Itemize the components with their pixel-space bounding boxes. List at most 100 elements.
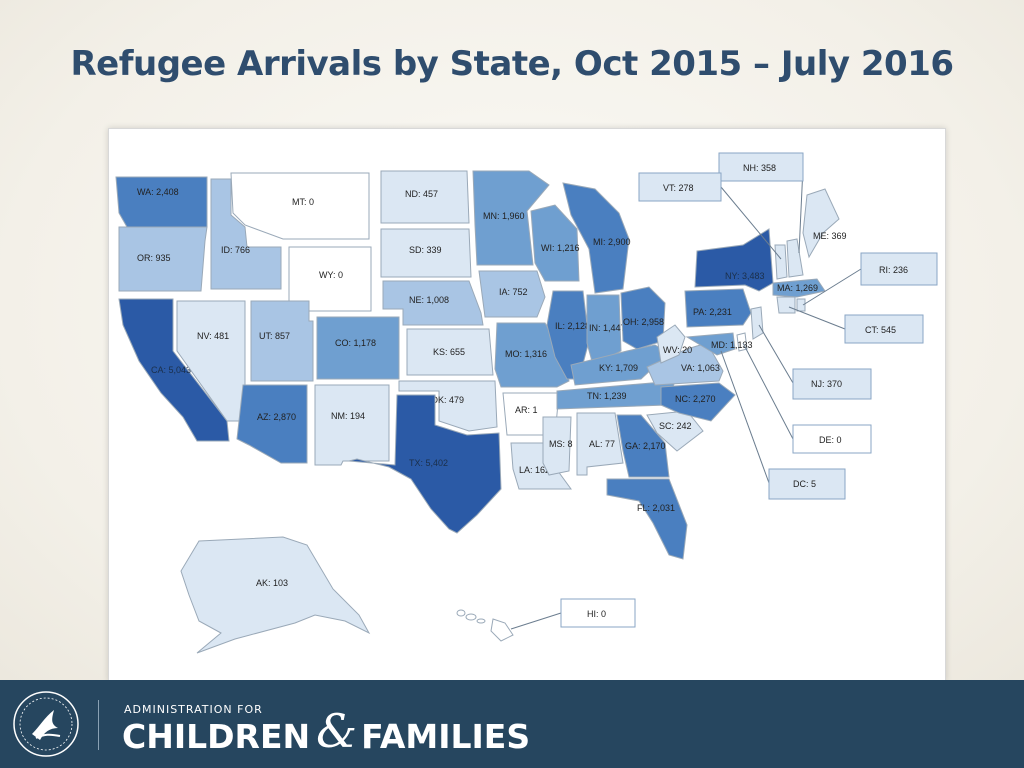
state-al: AL: 77 <box>576 412 624 476</box>
state-shape-nm <box>314 384 390 466</box>
agency-families-text: FAMILIES <box>361 716 531 756</box>
state-label-tn: TN: 1,239 <box>587 391 627 401</box>
state-shape-tx <box>348 394 502 534</box>
state-ak: AK: 103 <box>180 536 371 654</box>
state-label-mi: MI: 2,900 <box>593 237 631 247</box>
state-shape-id <box>210 178 282 290</box>
state-wv: WV: 20 <box>656 324 692 364</box>
callout-label-nj: NJ: 370 <box>811 379 842 389</box>
state-label-in: IN: 1,447 <box>589 323 626 333</box>
state-label-md: MD: 1,133 <box>711 340 753 350</box>
state-label-co: CO: 1,178 <box>335 338 376 348</box>
state-label-mn: MN: 1,960 <box>483 211 525 221</box>
state-shape-nd <box>380 170 470 224</box>
state-shape-co <box>316 316 400 380</box>
state-shape-ut <box>250 300 314 382</box>
state-shape-nh <box>786 238 804 278</box>
callout-ri: RI: 236 <box>802 252 938 306</box>
callout-leader-vt <box>720 186 782 260</box>
state-label-nd: ND: 457 <box>405 189 438 199</box>
callout-nj: NJ: 370 <box>758 324 872 400</box>
state-shape-ms <box>542 416 572 476</box>
agency-ampersand: & <box>316 704 358 758</box>
state-il: IL: 2,128 <box>546 290 590 380</box>
state-md: MD: 1,133 <box>685 332 753 356</box>
state-nd: ND: 457 <box>380 170 470 224</box>
callout-label-vt: VT: 278 <box>663 183 694 193</box>
state-id: ID: 766 <box>210 178 282 290</box>
state-ga: GA: 2,170 <box>616 414 670 478</box>
callout-box-dc <box>768 468 846 500</box>
state-tx: TX: 5,402 <box>348 394 502 534</box>
state-label-wa: WA: 2,408 <box>137 187 179 197</box>
callout-nh: NH: 358 <box>718 152 804 254</box>
state-ny: NY: 3,483 <box>694 228 774 292</box>
state-label-tx: TX: 5,402 <box>409 458 448 468</box>
state-label-ia: IA: 752 <box>499 287 528 297</box>
state-label-mt: MT: 0 <box>292 197 314 207</box>
state-mn: MN: 1,960 <box>472 170 550 266</box>
state-label-wi: WI: 1,216 <box>541 243 580 253</box>
state-label-ny: NY: 3,483 <box>725 271 765 281</box>
state-shape-ri <box>796 298 806 312</box>
hawaii-island-1 <box>465 613 477 621</box>
state-shape-me <box>802 188 840 259</box>
callout-box-ct <box>844 314 924 344</box>
slide-title: Refugee Arrivals by State, Oct 2015 – Ju… <box>70 44 954 84</box>
state-shape-ak <box>180 536 371 654</box>
callout-leader-nj <box>758 324 794 384</box>
state-pa: PA: 2,231 <box>684 288 752 328</box>
state-az: AZ: 2,870 <box>236 384 308 464</box>
state-label-az: AZ: 2,870 <box>257 412 296 422</box>
state-label-ne: NE: 1,008 <box>409 295 449 305</box>
state-ne: NE: 1,008 <box>382 280 484 326</box>
callout-leader-dc <box>720 350 770 484</box>
state-ma: MA: 1,269 <box>772 278 826 298</box>
state-label-ak: AK: 103 <box>256 578 288 588</box>
callout-vt: VT: 278 <box>638 172 782 260</box>
agency-wordmark: CHILDREN & FAMILIES <box>122 704 531 758</box>
admin-for-text: ADMINISTRATION FOR <box>124 703 263 716</box>
callout-box-nj <box>792 368 872 400</box>
state-label-va: VA: 1,063 <box>681 363 720 373</box>
state-shape-wi <box>530 204 580 282</box>
state-shape-ct <box>776 296 796 314</box>
hawaii-island-2 <box>476 618 486 624</box>
state-wy: WY: 0 <box>288 246 372 312</box>
state-label-il: IL: 2,128 <box>555 321 590 331</box>
state-shape-ia <box>478 270 546 318</box>
state-label-ca: CA: 5,043 <box>151 365 191 375</box>
callout-label-nh: NH: 358 <box>743 163 776 173</box>
state-shape-ne <box>382 280 484 326</box>
callout-box-vt <box>638 172 722 202</box>
agency-children-text: CHILDREN <box>122 716 311 756</box>
state-me: ME: 369 <box>802 188 847 259</box>
state-label-la: LA: 162 <box>519 465 550 475</box>
state-shape-vt <box>774 244 788 280</box>
callout-leader-ct <box>788 306 846 330</box>
state-ks: KS: 655 <box>406 328 494 376</box>
state-fl: FL: 2,031 <box>606 478 688 560</box>
callout-box-de <box>792 424 872 454</box>
state-label-ar: AR: 1 <box>515 405 538 415</box>
callout-leader-de <box>742 342 794 440</box>
state-label-nv: NV: 481 <box>197 331 229 341</box>
callout-label-ri: RI: 236 <box>879 265 908 275</box>
state-ca: CA: 5,043 <box>118 298 230 442</box>
state-ut: UT: 857 <box>250 300 314 382</box>
state-ms: MS: 8 <box>542 416 573 476</box>
callout-dc: DC: 5 <box>720 350 846 500</box>
state-shape-or <box>118 226 208 292</box>
hawaii-island-0 <box>456 609 466 617</box>
callout-de: DE: 0 <box>742 342 872 454</box>
state-shape-nj <box>750 306 764 340</box>
callout-box-nh <box>718 152 804 182</box>
state-label-pa: PA: 2,231 <box>693 307 732 317</box>
callout-ct: CT: 545 <box>788 306 924 344</box>
callout-label-ct: CT: 545 <box>865 325 896 335</box>
callout-box-hi <box>560 598 636 628</box>
state-nc: NC: 2,270 <box>660 382 736 422</box>
state-shape-ma <box>772 278 826 298</box>
callout-leader-hi <box>510 612 562 630</box>
state-shape-wv <box>656 324 686 364</box>
